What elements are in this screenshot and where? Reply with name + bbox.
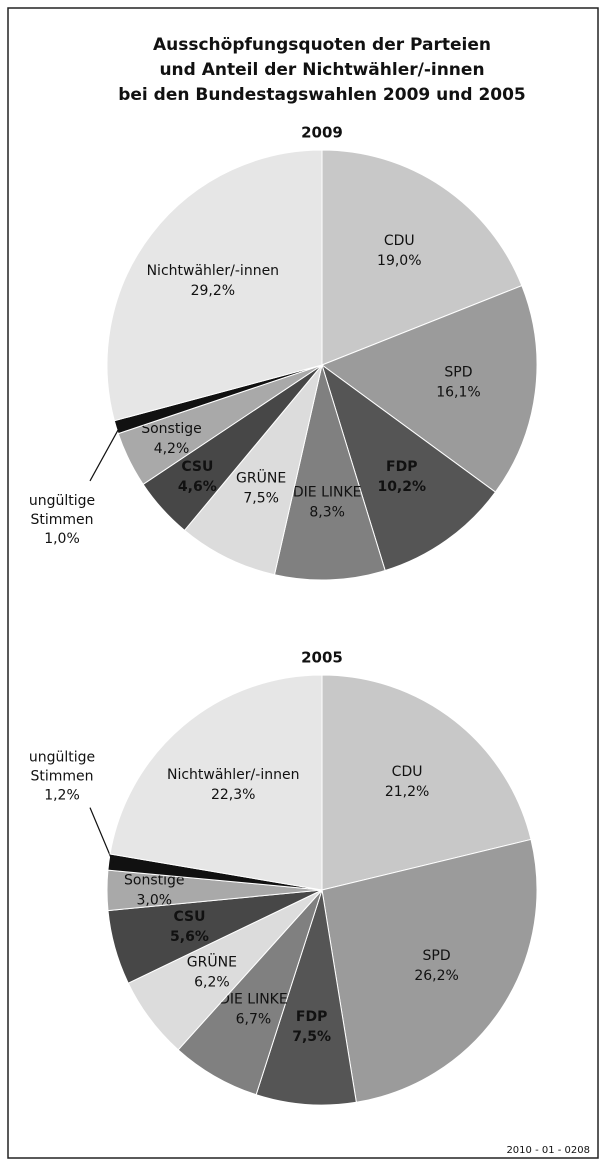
slice-label: ungültige Stimmen <box>29 493 95 528</box>
slice-value: 21,2% <box>385 784 429 800</box>
pie-slice <box>183 364 323 576</box>
slice-label: FDP <box>296 1009 327 1025</box>
pie-slice <box>109 674 323 891</box>
slice-value: 6,2% <box>194 975 230 991</box>
slice-value: 10,2% <box>377 479 426 495</box>
slice-value: 5,6% <box>170 929 209 945</box>
slice-label: DIE LINKE <box>219 991 288 1007</box>
slice-value: 8,3% <box>309 505 345 521</box>
slice-value: 3,0% <box>137 892 173 908</box>
slice-value: 1,2% <box>44 788 80 804</box>
pie-slice <box>106 149 323 422</box>
slice-label: FDP <box>386 459 417 475</box>
pie-slice <box>321 149 523 366</box>
slice-label: Nichtwähler/-innen <box>167 767 299 783</box>
leader-line <box>89 425 121 482</box>
pie-slice <box>320 284 538 493</box>
slice-value: 7,5% <box>243 490 279 506</box>
slice-value: 22,3% <box>211 787 255 803</box>
slice-value: 1,0% <box>44 531 80 547</box>
title-line: bei den Bundestagswahlen 2009 und 2005 <box>118 85 526 105</box>
slice-label: CDU <box>392 764 423 780</box>
slice-value: 16,1% <box>436 384 480 400</box>
slice-label: SPD <box>444 364 472 380</box>
slice-value: 26,2% <box>414 968 458 984</box>
pie-slice <box>321 363 497 572</box>
slice-value: 4,2% <box>154 441 190 457</box>
title-line: Ausschöpfungsquoten der Parteien <box>153 35 491 55</box>
slice-label: CSU <box>173 909 205 925</box>
slice-label: GRÜNE <box>187 953 237 971</box>
slice-label: DIE LINKE <box>293 485 362 501</box>
pie-title: 2005 <box>301 649 343 667</box>
pie-slice <box>273 363 386 581</box>
slice-label: ungültige Stimmen <box>29 750 95 785</box>
slice-value: 6,7% <box>236 1011 272 1027</box>
slice-label: Nichtwähler/-innen <box>147 263 279 279</box>
slice-value: 7,5% <box>292 1029 331 1045</box>
slice-label: CSU <box>181 459 213 475</box>
slice-label: SPD <box>423 948 451 964</box>
slice-label: CDU <box>384 233 415 249</box>
slice-label: Sonstige <box>141 421 202 437</box>
pie-slice <box>255 889 357 1106</box>
slice-label: GRÜNE <box>236 468 286 486</box>
footer: 2010 - 01 - 0208 <box>506 1145 590 1156</box>
leader-line <box>89 807 114 863</box>
frame <box>7 7 599 1159</box>
pie-slice <box>321 674 532 891</box>
title-line: und Anteil der Nichtwähler/-innen <box>159 60 484 80</box>
pie-title: 2009 <box>301 124 343 142</box>
slice-value: 4,6% <box>178 479 217 495</box>
pie-slice <box>321 838 538 1103</box>
slice-value: 29,2% <box>191 283 235 299</box>
slice-value: 19,0% <box>377 253 421 269</box>
